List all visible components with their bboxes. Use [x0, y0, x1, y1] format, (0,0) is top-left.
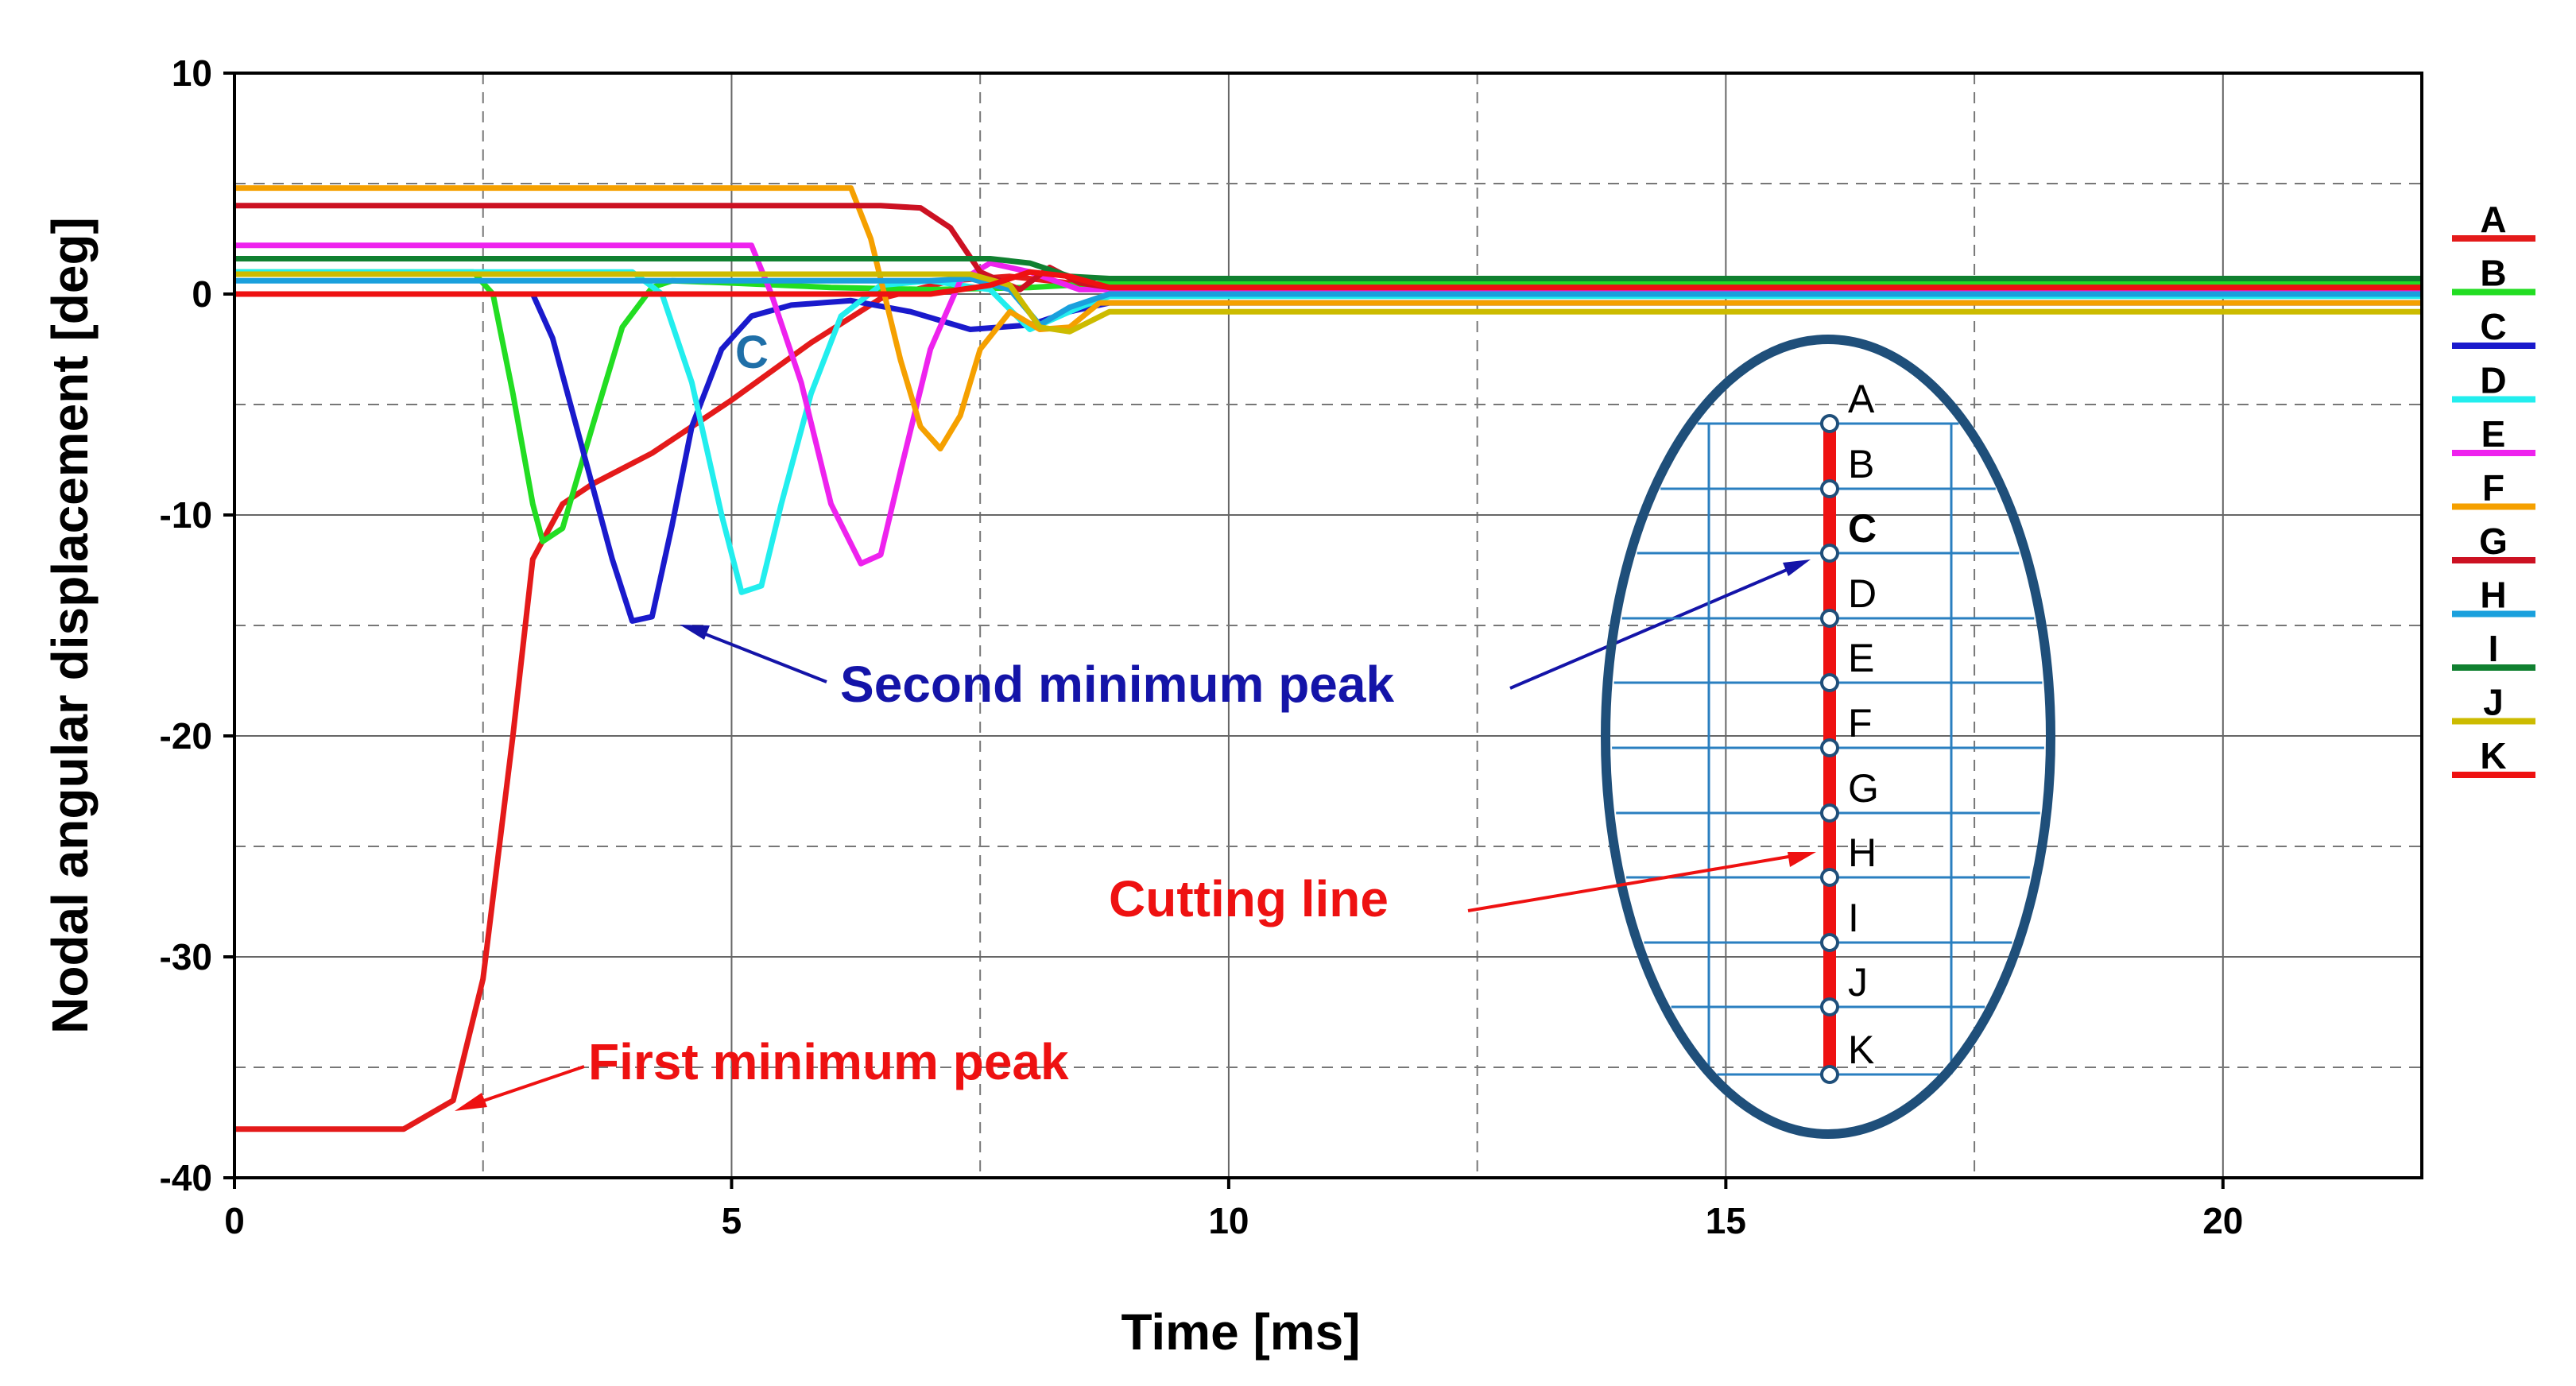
inset-ellipse — [1601, 335, 2055, 1139]
inset-node-label-h: H — [1848, 830, 1877, 875]
first-minimum-peak-label: First minimum peak — [588, 1033, 1069, 1090]
x-tick-label: 20 — [2202, 1200, 2243, 1241]
legend-label-g: G — [2479, 521, 2508, 562]
inset-node-g — [1820, 803, 1839, 823]
x-axis-title: Time [ms] — [1121, 1303, 1360, 1361]
legend-label-f: F — [2482, 467, 2504, 509]
legend-label-i: I — [2489, 628, 2499, 669]
y-tick-label: 10 — [172, 52, 212, 94]
series-line-k — [234, 269, 2422, 297]
inset-node-k — [1820, 1065, 1839, 1084]
series-line-e — [234, 242, 2422, 567]
inset-node-label-j: J — [1848, 960, 1868, 1005]
inset-node-label-k: K — [1848, 1028, 1874, 1072]
y-tick-label: -10 — [160, 494, 212, 536]
x-tick-label: 15 — [1706, 1200, 1746, 1241]
y-tick-label: -40 — [160, 1157, 212, 1198]
y-tick-label: 0 — [192, 273, 212, 315]
legend-label-j: J — [2483, 682, 2504, 723]
inset-node-label-g: G — [1848, 766, 1879, 811]
inset-node-a — [1820, 414, 1839, 433]
inset-node-label-f: F — [1848, 701, 1873, 745]
inset-node-e — [1820, 673, 1839, 692]
first-minimum-peak-arrowhead — [455, 1093, 487, 1111]
series-line-f — [234, 185, 2422, 452]
series-line-a — [234, 273, 2422, 1132]
legend-label-a: A — [2480, 199, 2506, 240]
y-axis-title: Nodal angular displacement [deg] — [41, 217, 99, 1034]
cutting-line-label: Cutting line — [1109, 870, 1389, 927]
inset-node-label-b: B — [1848, 442, 1874, 486]
inset-node-d — [1820, 609, 1839, 628]
series-line-i — [234, 256, 2422, 281]
c-marker-label: C — [735, 327, 769, 378]
legend-label-k: K — [2480, 735, 2506, 776]
y-tick-label: -20 — [160, 715, 212, 757]
inset-node-label-c: C — [1848, 506, 1877, 551]
y-tick-label: -30 — [160, 936, 212, 978]
series-lines — [234, 185, 2422, 1132]
legend-label-e: E — [2481, 413, 2506, 455]
x-tick-label: 10 — [1208, 1200, 1249, 1241]
inset-node-i — [1820, 933, 1839, 952]
legend-label-d: D — [2480, 360, 2506, 401]
second-minimum-peak-label: Second minimum peak — [840, 656, 1394, 713]
x-tick-labels: 0 5 10 15 20 — [224, 1178, 2243, 1241]
inset-node-f — [1820, 738, 1839, 757]
inset-node-label-a: A — [1848, 377, 1875, 421]
first-minimum-peak-arrow — [464, 1065, 585, 1109]
inset-node-h — [1820, 868, 1839, 887]
inset-node-label-d: D — [1848, 571, 1877, 616]
inset-node-label-i: I — [1848, 896, 1859, 940]
cutting-line-arrow — [1467, 853, 1803, 912]
second-minimum-peak-arrow-right — [1509, 563, 1799, 690]
x-tick-label: 5 — [722, 1200, 742, 1241]
second-minimum-peak-arrow-left — [691, 627, 827, 683]
inset-node-c — [1820, 544, 1839, 563]
series-line-j — [234, 271, 2422, 335]
inset-node-label-e: E — [1848, 636, 1874, 680]
annotations: First minimum peak Second minimum peak C — [455, 327, 1811, 1111]
second-minimum-peak-arrowhead-right — [1783, 559, 1811, 576]
plot-frame — [233, 72, 2423, 1179]
x-tick-label: 0 — [224, 1200, 245, 1241]
inset-node-j — [1820, 997, 1839, 1016]
legend-label-h: H — [2480, 575, 2506, 616]
second-minimum-peak-arrowhead-left — [680, 625, 710, 640]
legend-label-c: C — [2480, 306, 2506, 347]
inset-node-b — [1820, 479, 1839, 498]
y-tick-labels: 10 0 -10 -20 -30 -40 — [160, 52, 234, 1198]
cutting-line-arrowhead — [1788, 852, 1816, 867]
legend-label-b: B — [2480, 253, 2506, 294]
